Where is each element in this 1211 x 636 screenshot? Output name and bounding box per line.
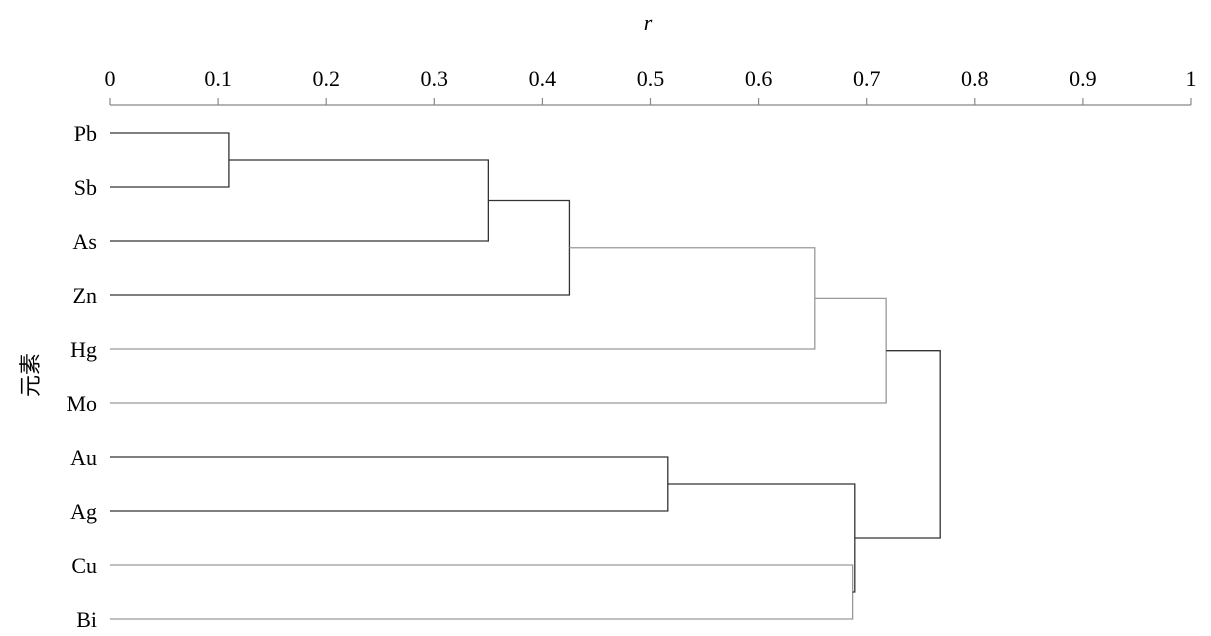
dendrogram-link [110, 132, 230, 188]
x-tick-label: 0.5 [637, 66, 665, 91]
x-tick-label: 0.3 [421, 66, 449, 91]
x-tick-label: 0.6 [745, 66, 773, 91]
x-tick-label: 0.4 [529, 66, 557, 91]
leaf-label: Sb [74, 175, 97, 200]
leaf-label: Au [70, 445, 97, 470]
leaf-label: Ag [70, 499, 97, 524]
x-tick-label: 0.8 [961, 66, 989, 91]
x-axis: 0 0.1 0.2 0.3 0.4 0.5 0.6 0.7 0.8 0.9 1 [105, 66, 1197, 106]
dendrogram-link [110, 199, 571, 296]
leaf-label: Zn [73, 283, 97, 308]
dendrogram-link [110, 456, 669, 512]
leaf-label: Mo [66, 391, 97, 416]
dendrogram-link [854, 350, 941, 539]
x-tick-label: 0.1 [204, 66, 232, 91]
x-tick-label: 0.9 [1069, 66, 1097, 91]
dendrogram-link [110, 564, 854, 620]
dendrogram-link [667, 483, 856, 593]
x-tick-label: 0 [105, 66, 116, 91]
leaf-labels: Pb Sb As Zn Hg Mo Au Ag Cu Bi [66, 121, 97, 632]
x-tick-label: 1 [1186, 66, 1197, 91]
dendrogram-link [110, 297, 887, 404]
leaf-label: Hg [70, 337, 97, 362]
dendrogram-link [110, 247, 816, 350]
dendrogram-links [110, 132, 941, 620]
dendrogram-link [110, 159, 489, 242]
leaf-label: As [73, 229, 97, 254]
leaf-label: Bi [76, 607, 97, 632]
x-tick-label: 0.7 [853, 66, 881, 91]
leaf-label: Pb [74, 121, 97, 146]
x-tick-label: 0.2 [312, 66, 340, 91]
leaf-label: Cu [71, 553, 97, 578]
y-axis-title: 元素 [19, 353, 44, 397]
x-axis-title: r [644, 10, 653, 35]
